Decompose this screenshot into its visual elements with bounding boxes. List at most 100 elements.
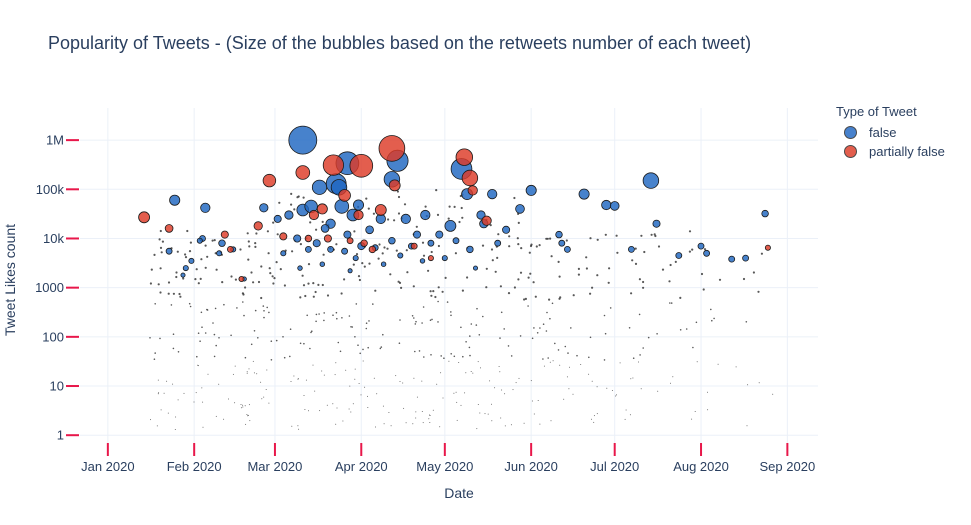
background-dot [577,267,581,270]
background-dot [638,361,639,363]
background-dot [223,418,225,420]
background-dot [254,245,257,248]
background-dot [252,281,255,284]
background-dot [430,294,433,297]
background-dot [491,259,494,262]
bubble-false [341,247,349,255]
background-dot [456,401,458,403]
background-dot [250,343,253,346]
background-dot [669,302,671,304]
background-dot [159,246,163,249]
x-tick-label: Mar 2020 [247,459,302,474]
background-dot [674,260,677,263]
background-dot [458,220,461,224]
chart-title: Popularity of Tweets - (Size of the bubb… [48,33,752,53]
background-dot [397,195,401,199]
background-dot [252,360,254,362]
background-dot [437,300,439,303]
background-dot [260,265,263,268]
background-dot [167,412,169,414]
bubble-partially-false [308,209,319,221]
background-dot [160,409,162,411]
bubble-false [601,199,612,211]
bubble-false [609,201,620,211]
background-dot [232,373,234,375]
background-dot [354,336,356,338]
background-dot [157,283,160,286]
background-dot [197,332,200,335]
background-dot [589,292,592,295]
background-dot [158,238,161,241]
background-dot [149,337,151,339]
legend-label-partially-false: partially false [869,144,945,159]
bubble-false [652,219,661,228]
background-dot [421,411,423,412]
background-dot [179,295,182,298]
background-dot [241,292,244,295]
background-dot [172,333,175,336]
background-dot [510,424,512,426]
background-dot [642,347,644,349]
bubbles [138,125,771,282]
background-dot [550,420,552,422]
legend-item-false[interactable]: false [836,123,945,142]
background-dot [236,307,238,309]
background-dot [172,292,175,295]
background-dot [439,426,441,428]
background-dot [335,243,338,246]
background-dot [487,413,489,415]
background-dot [263,316,265,319]
background-dot [341,317,343,319]
background-dot [312,295,315,298]
bubble-false [412,230,421,239]
background-dot [559,364,561,366]
bubble-partially-false [467,185,478,196]
legend-item-partially-false[interactable]: partially false [836,142,945,161]
background-dots [149,189,774,430]
background-dot [423,356,425,358]
background-dot [642,280,645,284]
background-dot [608,267,611,270]
background-dot [453,392,455,394]
background-dot [195,268,198,271]
bubble-false [312,239,321,248]
background-dot [593,421,595,423]
background-dot [413,317,415,319]
background-dot [197,282,200,285]
background-dot [459,194,462,198]
background-dot [435,189,438,192]
background-dot [735,366,737,368]
background-dot [399,381,401,382]
y-tick-label: 1000 [35,280,64,295]
legend-swatch-partially-false [844,145,857,158]
background-dot [335,423,337,425]
background-dot [159,337,161,340]
background-dot [747,384,749,386]
background-dot [184,253,187,256]
background-dot [539,423,541,425]
background-dot [379,347,382,350]
background-dot [430,250,433,254]
background-dot [386,247,389,250]
background-dot [352,263,355,266]
bubble-false [642,172,660,189]
background-dot [240,404,242,405]
background-dot [248,245,251,248]
background-dot [276,233,279,236]
background-dot [175,271,178,274]
legend-title: Type of Tweet [836,104,917,119]
background-dot [279,268,282,271]
background-dot [432,409,434,411]
background-dot [345,369,347,371]
background-dot [405,422,407,424]
background-dot [182,277,185,280]
background-dot [398,342,401,345]
background-dot [415,225,418,228]
background-dot [301,274,304,277]
background-dot [204,332,207,334]
background-dot [758,382,760,384]
bubble-partially-false [764,244,771,251]
background-dot [159,229,162,233]
background-dot [197,364,199,366]
